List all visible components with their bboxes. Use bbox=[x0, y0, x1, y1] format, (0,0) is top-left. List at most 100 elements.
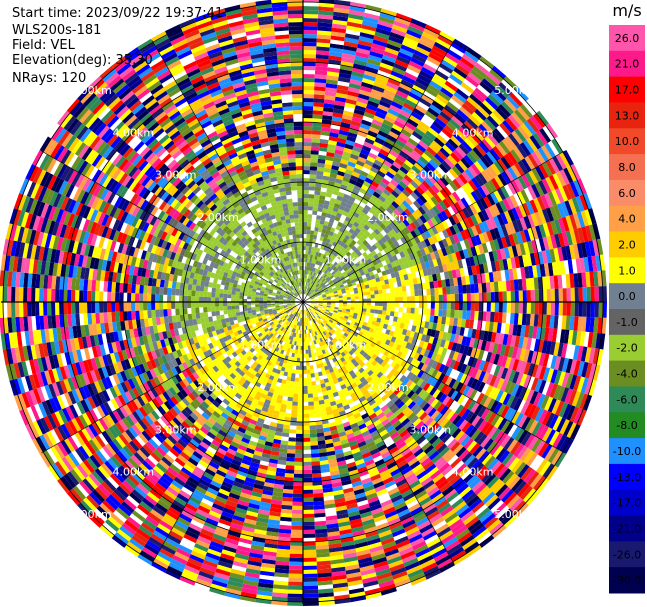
range-gate bbox=[313, 259, 317, 264]
range-gate bbox=[287, 372, 292, 378]
range-gate bbox=[348, 13, 364, 21]
range-gate bbox=[310, 445, 319, 450]
range-gate bbox=[294, 461, 303, 466]
range-gate bbox=[305, 250, 309, 255]
range-gate bbox=[375, 73, 389, 82]
range-gate bbox=[323, 107, 334, 113]
range-gate bbox=[407, 25, 424, 36]
range-gate bbox=[303, 78, 315, 83]
range-gate bbox=[295, 437, 303, 442]
range-gate bbox=[295, 449, 303, 454]
range-gate bbox=[470, 293, 475, 302]
range-gate bbox=[397, 286, 403, 292]
range-gate bbox=[303, 282, 306, 287]
range-gate bbox=[380, 58, 395, 67]
range-gate bbox=[303, 54, 316, 59]
range-gate bbox=[315, 54, 329, 60]
range-gate bbox=[309, 425, 317, 430]
range-gate bbox=[306, 365, 311, 370]
range-gate bbox=[570, 302, 575, 317]
range-gate bbox=[314, 223, 320, 228]
range-gate bbox=[311, 280, 314, 285]
range-gate bbox=[294, 457, 303, 462]
range-gate bbox=[359, 123, 371, 131]
range-gate bbox=[346, 25, 362, 32]
range-gate bbox=[284, 412, 292, 418]
range-gate bbox=[288, 392, 294, 398]
range-gate bbox=[335, 145, 345, 152]
range-gate bbox=[310, 250, 314, 255]
range-gate bbox=[582, 287, 587, 302]
range-gate bbox=[298, 337, 302, 342]
range-gate bbox=[303, 565, 317, 570]
range-gate bbox=[458, 285, 463, 294]
range-gate bbox=[438, 309, 443, 317]
range-gate bbox=[303, 557, 317, 562]
range-gate bbox=[554, 302, 559, 316]
range-gate bbox=[326, 75, 339, 81]
range-gate bbox=[317, 14, 334, 20]
range-gate bbox=[350, 293, 355, 297]
range-gate bbox=[329, 197, 337, 204]
range-gate bbox=[307, 282, 310, 287]
range-gate bbox=[293, 389, 299, 394]
range-gate bbox=[344, 37, 359, 44]
range-gate bbox=[327, 144, 337, 150]
range-gate bbox=[502, 302, 507, 313]
range-gate bbox=[316, 42, 331, 48]
range-gate bbox=[393, 63, 408, 72]
range-gate bbox=[288, 577, 303, 582]
range-gate bbox=[370, 309, 375, 314]
range-gate bbox=[385, 283, 390, 289]
range-gate bbox=[338, 297, 343, 301]
range-gate bbox=[391, 66, 406, 76]
range-gate bbox=[328, 176, 337, 183]
range-gate bbox=[558, 288, 563, 302]
range-gate bbox=[304, 274, 306, 279]
range-gate bbox=[289, 561, 303, 566]
range-gate bbox=[303, 98, 314, 103]
range-gate bbox=[303, 413, 310, 418]
range-gate bbox=[462, 310, 467, 320]
range-gate bbox=[290, 413, 298, 418]
range-gate bbox=[501, 280, 507, 292]
range-gate bbox=[295, 441, 303, 446]
range-gate bbox=[501, 312, 507, 324]
range-gate bbox=[312, 114, 323, 119]
range-gate bbox=[303, 509, 315, 514]
range-gate bbox=[303, 42, 317, 47]
range-gate bbox=[305, 274, 308, 279]
range-gate bbox=[303, 505, 314, 510]
range-gate bbox=[342, 110, 354, 117]
range-gate bbox=[291, 513, 303, 518]
range-gate bbox=[510, 290, 515, 302]
range-gate bbox=[316, 256, 321, 261]
range-gate bbox=[338, 166, 347, 173]
range-gate bbox=[344, 33, 360, 40]
range-gate bbox=[305, 290, 308, 295]
range-gate bbox=[286, 376, 292, 381]
range-gate bbox=[308, 405, 315, 410]
range-gate bbox=[341, 155, 350, 162]
range-gate bbox=[303, 74, 315, 79]
range-gate bbox=[323, 167, 332, 173]
range-gate bbox=[303, 513, 315, 518]
range-gate bbox=[303, 238, 307, 243]
range-gate bbox=[313, 230, 318, 236]
range-gate bbox=[490, 311, 495, 323]
range-gate bbox=[342, 297, 347, 300]
range-gate bbox=[309, 283, 313, 288]
range-gate bbox=[320, 232, 326, 238]
range-gate bbox=[368, 96, 381, 105]
range-gate bbox=[550, 288, 555, 302]
range-gate bbox=[319, 191, 327, 197]
range-gate bbox=[522, 290, 527, 302]
range-gate bbox=[288, 581, 303, 586]
range-gate bbox=[409, 21, 425, 32]
range-gate bbox=[594, 302, 599, 318]
range-gate bbox=[379, 62, 394, 71]
range-gate bbox=[401, 40, 417, 50]
range-gate bbox=[303, 286, 305, 291]
range-gate bbox=[304, 290, 306, 295]
range-gate bbox=[313, 400, 320, 406]
